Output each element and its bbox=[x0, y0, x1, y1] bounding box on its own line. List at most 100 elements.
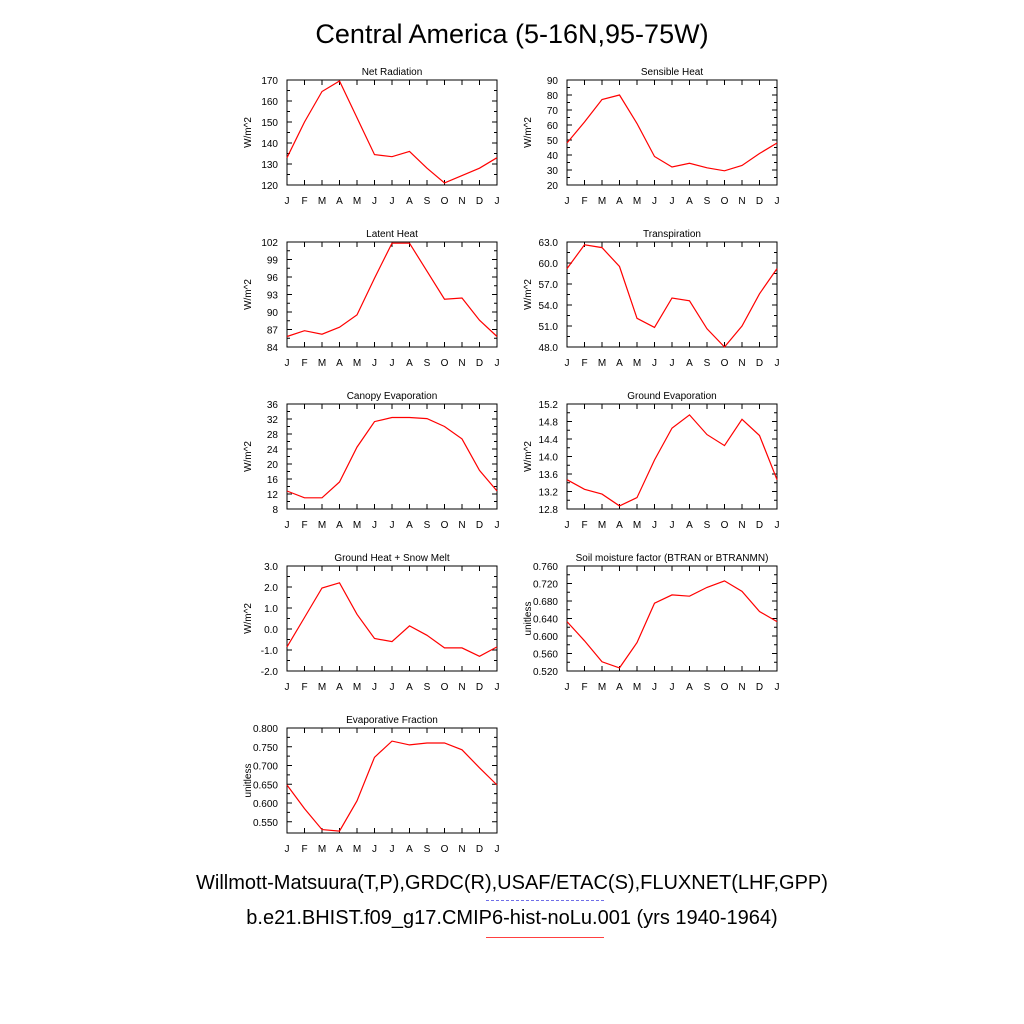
x-tick-label: N bbox=[458, 358, 465, 369]
panel-title: Ground Evaporation bbox=[627, 391, 717, 402]
x-tick-label: M bbox=[633, 520, 641, 531]
x-tick-label: J bbox=[670, 358, 675, 369]
y-tick-label: 102 bbox=[261, 238, 278, 249]
x-tick-label: J bbox=[372, 520, 377, 531]
panel-title: Evaporative Fraction bbox=[346, 715, 438, 726]
y-tick-label: 90 bbox=[547, 76, 559, 87]
x-tick-label: F bbox=[581, 520, 587, 531]
y-tick-label: 30 bbox=[547, 166, 559, 177]
x-tick-label: D bbox=[756, 682, 763, 693]
panel-8: Soil moisture factor (BTRAN or BTRANMN) J… bbox=[523, 553, 780, 693]
x-tick-label: S bbox=[704, 520, 711, 531]
x-tick-label: J bbox=[670, 682, 675, 693]
x-tick-label: J bbox=[652, 682, 657, 693]
x-tick-label: S bbox=[704, 196, 711, 207]
x-tick-label: J bbox=[390, 520, 395, 531]
y-axis-label: W/m^2 bbox=[523, 279, 534, 310]
y-tick-label: -1.0 bbox=[261, 646, 279, 657]
x-tick-label: A bbox=[686, 196, 693, 207]
panel-title: Canopy Evaporation bbox=[347, 391, 438, 402]
legend-model-key bbox=[486, 937, 604, 938]
x-tick-label: M bbox=[318, 196, 326, 207]
y-tick-label: 0.750 bbox=[253, 743, 278, 754]
y-tick-label: 0.640 bbox=[533, 615, 558, 626]
x-tick-label: F bbox=[581, 358, 587, 369]
y-tick-label: 57.0 bbox=[539, 280, 559, 291]
x-tick-label: O bbox=[441, 520, 449, 531]
x-tick-label: D bbox=[476, 520, 483, 531]
x-tick-label: J bbox=[775, 196, 780, 207]
y-tick-label: 0.0 bbox=[264, 625, 278, 636]
x-tick-label: M bbox=[633, 196, 641, 207]
plot-frame bbox=[566, 241, 778, 348]
y-tick-label: 20 bbox=[547, 181, 559, 192]
x-tick-label: S bbox=[424, 196, 431, 207]
x-tick-label: F bbox=[581, 196, 587, 207]
y-axis-label: W/m^2 bbox=[523, 441, 534, 472]
y-tick-label: 32 bbox=[267, 415, 279, 426]
x-tick-label: J bbox=[670, 196, 675, 207]
y-tick-label: 150 bbox=[261, 118, 278, 129]
x-tick-label: J bbox=[495, 682, 500, 693]
panel-title: Transpiration bbox=[643, 229, 701, 240]
y-axis-label: unitless bbox=[243, 764, 254, 798]
y-tick-label: 14.4 bbox=[539, 435, 559, 446]
x-tick-label: O bbox=[441, 196, 449, 207]
x-tick-label: O bbox=[441, 844, 449, 855]
x-tick-label: O bbox=[721, 520, 729, 531]
series-line bbox=[286, 242, 498, 338]
x-tick-label: D bbox=[476, 358, 483, 369]
plot-frame bbox=[286, 565, 498, 672]
x-tick-label: M bbox=[598, 520, 606, 531]
x-tick-label: J bbox=[390, 844, 395, 855]
x-tick-label: J bbox=[372, 196, 377, 207]
y-tick-label: 2.0 bbox=[264, 583, 278, 594]
x-tick-label: J bbox=[565, 520, 570, 531]
series-line bbox=[286, 416, 498, 499]
y-tick-label: 14.0 bbox=[539, 453, 559, 464]
x-tick-label: M bbox=[318, 844, 326, 855]
x-tick-label: O bbox=[721, 358, 729, 369]
y-tick-label: 8 bbox=[272, 505, 278, 516]
x-tick-label: A bbox=[406, 520, 413, 531]
y-tick-label: 130 bbox=[261, 160, 278, 171]
x-tick-label: A bbox=[616, 520, 623, 531]
y-tick-label: 70 bbox=[547, 106, 559, 117]
x-tick-label: A bbox=[686, 520, 693, 531]
y-tick-label: 60.0 bbox=[539, 259, 559, 270]
x-tick-label: D bbox=[476, 844, 483, 855]
y-tick-label: 0.600 bbox=[253, 799, 278, 810]
x-tick-label: J bbox=[390, 358, 395, 369]
x-tick-label: N bbox=[458, 844, 465, 855]
x-tick-label: J bbox=[495, 520, 500, 531]
plot-frame bbox=[566, 79, 778, 186]
x-tick-label: F bbox=[301, 682, 307, 693]
x-tick-label: A bbox=[406, 682, 413, 693]
panel-title: Ground Heat + Snow Melt bbox=[334, 553, 450, 564]
x-tick-label: S bbox=[704, 682, 711, 693]
x-tick-label: A bbox=[406, 196, 413, 207]
y-tick-label: 28 bbox=[267, 430, 279, 441]
x-tick-label: N bbox=[738, 520, 745, 531]
x-tick-label: O bbox=[721, 196, 729, 207]
x-tick-label: J bbox=[390, 196, 395, 207]
x-tick-label: N bbox=[738, 358, 745, 369]
x-tick-label: F bbox=[301, 358, 307, 369]
y-tick-label: 0.550 bbox=[253, 818, 278, 829]
x-tick-label: S bbox=[424, 358, 431, 369]
x-tick-label: F bbox=[301, 196, 307, 207]
series-line bbox=[566, 94, 778, 172]
x-tick-label: A bbox=[406, 844, 413, 855]
y-tick-label: 0.560 bbox=[533, 650, 558, 661]
y-tick-label: 84 bbox=[267, 343, 279, 354]
x-tick-label: J bbox=[285, 844, 290, 855]
legend-observed-label: Willmott-Matsuura(T,P),GRDC(R),USAF/ETAC… bbox=[196, 872, 828, 894]
x-tick-label: D bbox=[756, 358, 763, 369]
x-tick-label: O bbox=[441, 682, 449, 693]
x-tick-label: J bbox=[652, 358, 657, 369]
x-tick-label: F bbox=[301, 520, 307, 531]
series-line bbox=[566, 414, 778, 507]
y-tick-label: -2.0 bbox=[261, 667, 279, 678]
